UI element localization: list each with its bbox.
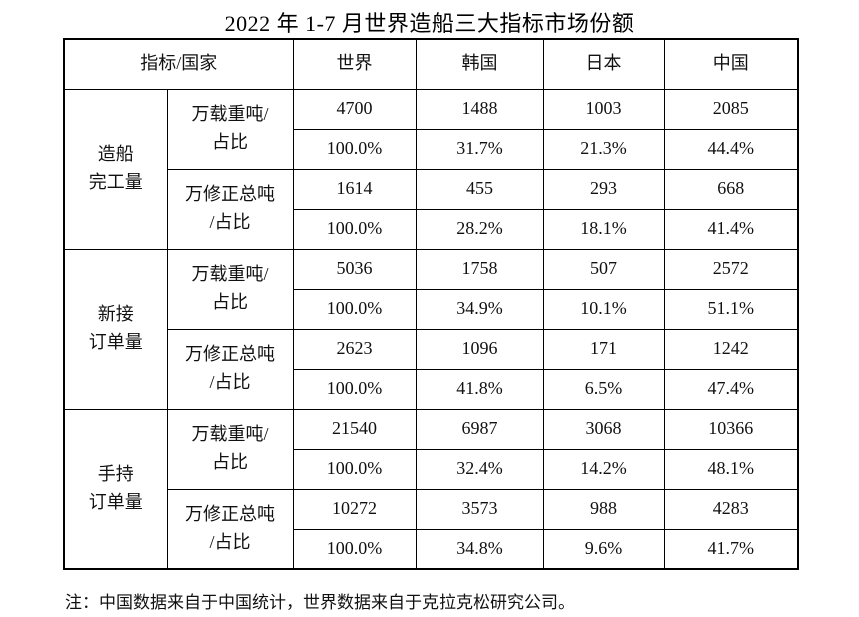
value-cell: 3573 [415, 488, 544, 530]
value-cell: 1242 [663, 328, 799, 370]
column-header-korea: 韩国 [415, 38, 544, 90]
share-cell: 34.9% [415, 288, 544, 330]
table-row: 100.0% 32.4% 14.2% 48.1% [64, 448, 799, 490]
share-cell: 31.7% [415, 128, 544, 170]
table-row: 新接 订单量 万载重吨/ 占比 5036 1758 507 2572 [63, 248, 799, 410]
value-cell: 455 [415, 168, 544, 210]
metric-label: 万载重吨/ 占比 [166, 88, 294, 170]
group-header-new-orders: 新接 订单量 [63, 248, 168, 410]
share-cell: 47.4% [663, 368, 799, 410]
table-row: 造船 完工量 万载重吨/ 占比 4700 1488 1003 2085 [63, 88, 799, 250]
metric-label: 万修正总吨 /占比 [166, 328, 294, 410]
corner-header-cell: 指标/国家 [63, 38, 294, 90]
metric-label: 万载重吨/ 占比 [166, 408, 294, 490]
value-cell: 10366 [663, 408, 799, 450]
table-row: 100.0% 41.8% 6.5% 47.4% [64, 368, 799, 410]
column-header-china: 中国 [663, 38, 799, 90]
share-cell: 41.4% [663, 208, 799, 250]
metric-label: 万修正总吨 /占比 [166, 488, 294, 570]
share-cell: 10.1% [542, 288, 665, 330]
value-cell: 5036 [292, 248, 417, 290]
share-cell: 100.0% [292, 448, 417, 490]
column-header-japan: 日本 [542, 38, 665, 90]
share-cell: 100.0% [292, 208, 417, 250]
column-header-world: 世界 [292, 38, 417, 90]
value-cell: 1096 [415, 328, 544, 370]
share-cell: 100.0% [292, 368, 417, 410]
share-cell: 28.2% [415, 208, 544, 250]
share-cell: 48.1% [663, 448, 799, 490]
value-cell: 2085 [663, 88, 799, 130]
value-cell: 4700 [292, 88, 417, 130]
value-cell: 1758 [415, 248, 544, 290]
value-cell: 1614 [292, 168, 417, 210]
table-row: 100.0% 28.2% 18.1% 41.4% [64, 208, 799, 250]
metric-label: 万修正总吨 /占比 [166, 168, 294, 250]
share-cell: 9.6% [542, 528, 665, 570]
value-cell: 171 [542, 328, 665, 370]
table-row: 手持 订单量 万载重吨/ 占比 21540 6987 3068 10366 [63, 408, 799, 570]
share-cell: 41.7% [663, 528, 799, 570]
share-cell: 18.1% [542, 208, 665, 250]
table-row: 100.0% 34.9% 10.1% 51.1% [64, 288, 799, 330]
share-cell: 100.0% [292, 128, 417, 170]
value-cell: 1488 [415, 88, 544, 130]
table-row: 100.0% 31.7% 21.3% 44.4% [64, 128, 799, 170]
source-note: 注：中国数据来自于中国统计，世界数据来自于克拉克松研究公司。 [65, 593, 575, 612]
share-cell: 44.4% [663, 128, 799, 170]
share-cell: 100.0% [292, 528, 417, 570]
value-cell: 3068 [542, 408, 665, 450]
metric-label: 万载重吨/ 占比 [166, 248, 294, 330]
value-cell: 21540 [292, 408, 417, 450]
value-cell: 2572 [663, 248, 799, 290]
value-cell: 10272 [292, 488, 417, 530]
table-row: 万修正总吨 /占比 2623 1096 171 1242 [64, 328, 799, 410]
share-cell: 51.1% [663, 288, 799, 330]
share-cell: 34.8% [415, 528, 544, 570]
share-cell: 32.4% [415, 448, 544, 490]
group-header-completions: 造船 完工量 [63, 88, 168, 250]
value-cell: 988 [542, 488, 665, 530]
share-cell: 21.3% [542, 128, 665, 170]
value-cell: 1003 [542, 88, 665, 130]
value-cell: 293 [542, 168, 665, 210]
page-title: 2022 年 1-7 月世界造船三大指标市场份额 [224, 11, 635, 36]
value-cell: 6987 [415, 408, 544, 450]
value-cell: 2623 [292, 328, 417, 370]
value-cell: 507 [542, 248, 665, 290]
table-header-row: 指标/国家 世界 韩国 日本 中国 [63, 38, 799, 90]
share-cell: 100.0% [292, 288, 417, 330]
market-share-table: 指标/国家 世界 韩国 日本 中国 造船 完工量 万载重吨/ 占比 4700 1… [63, 38, 800, 570]
value-cell: 668 [663, 168, 799, 210]
value-cell: 4283 [663, 488, 799, 530]
share-cell: 14.2% [542, 448, 665, 490]
table-row: 万修正总吨 /占比 1614 455 293 668 [64, 168, 799, 250]
table-row: 100.0% 34.8% 9.6% 41.7% [64, 528, 799, 570]
table-row: 万修正总吨 /占比 10272 3573 988 4283 [64, 488, 799, 570]
group-header-orderbook: 手持 订单量 [63, 408, 168, 570]
share-cell: 41.8% [415, 368, 544, 410]
share-cell: 6.5% [542, 368, 665, 410]
